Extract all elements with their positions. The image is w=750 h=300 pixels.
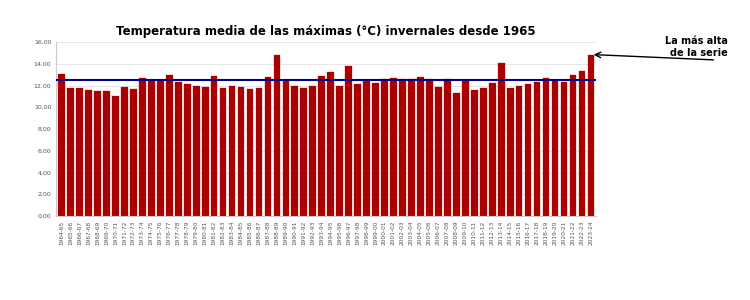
Bar [462, 80, 469, 216]
Bar [274, 55, 280, 216]
Bar [319, 76, 326, 216]
Bar [229, 85, 236, 216]
Bar [417, 77, 424, 216]
Bar [390, 78, 397, 216]
Bar [301, 88, 307, 216]
Bar [372, 83, 379, 216]
Bar [507, 88, 514, 216]
Bar [58, 74, 65, 216]
Bar [587, 55, 594, 216]
Bar [381, 79, 388, 216]
Bar [354, 84, 361, 216]
Bar [551, 80, 558, 216]
Bar [525, 84, 532, 216]
Bar [444, 79, 451, 216]
Bar [408, 79, 415, 216]
Bar [516, 85, 523, 216]
Bar [543, 78, 550, 216]
Bar [327, 72, 334, 216]
Bar [435, 87, 442, 216]
Bar [121, 87, 128, 216]
Bar [363, 80, 370, 216]
Bar [256, 88, 262, 216]
Bar [76, 88, 83, 216]
Bar [211, 76, 218, 216]
Bar [130, 89, 136, 216]
Bar [86, 90, 92, 216]
Bar [193, 85, 200, 216]
Bar [498, 63, 505, 216]
Bar [534, 82, 541, 216]
Bar [292, 85, 298, 216]
Bar [453, 93, 460, 216]
Bar [68, 88, 74, 216]
Bar [175, 82, 181, 216]
Bar [265, 77, 272, 216]
Bar [283, 80, 290, 216]
Bar [139, 78, 146, 216]
Bar [112, 96, 118, 216]
Bar [345, 66, 352, 216]
Bar [578, 71, 585, 216]
Bar [471, 90, 478, 216]
Title: Temperatura media de las máximas (°C) invernales desde 1965: Temperatura media de las máximas (°C) in… [116, 25, 536, 38]
Bar [166, 75, 172, 216]
Bar [238, 87, 244, 216]
Bar [157, 80, 164, 216]
Bar [480, 88, 487, 216]
Bar [184, 84, 190, 216]
Bar [220, 88, 226, 216]
Bar [247, 89, 254, 216]
Bar [148, 81, 154, 216]
Bar [426, 79, 433, 216]
Bar [202, 87, 208, 216]
Bar [399, 79, 406, 216]
Bar [336, 85, 343, 216]
Bar [560, 82, 567, 216]
Bar [310, 85, 316, 216]
Bar [94, 91, 101, 216]
Bar [569, 75, 576, 216]
Text: La más alta
de la serie: La más alta de la serie [664, 36, 728, 58]
Bar [103, 91, 110, 216]
Bar [489, 83, 496, 216]
